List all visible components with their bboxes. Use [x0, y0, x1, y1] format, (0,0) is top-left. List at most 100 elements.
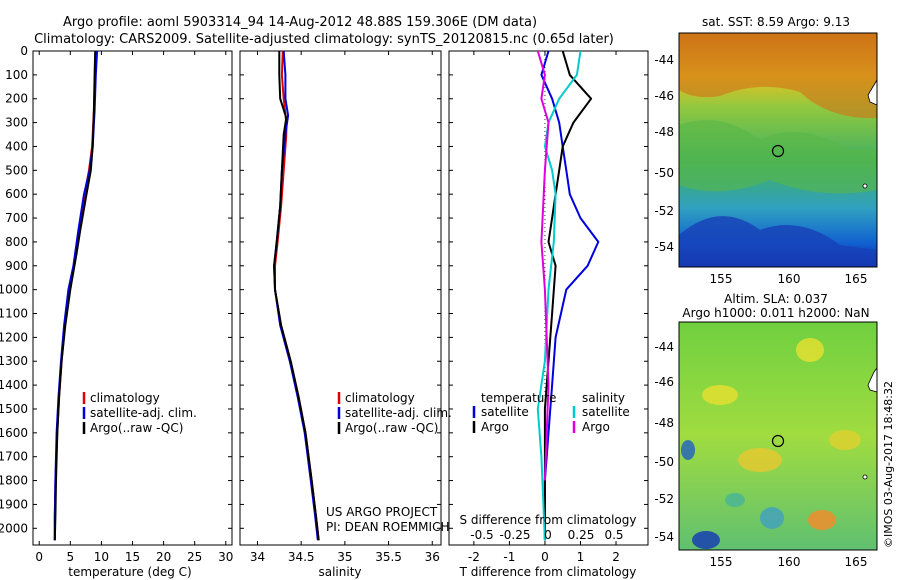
island-icon [862, 183, 868, 189]
depth-tick-label: 100 [5, 68, 28, 82]
x-tick-label: -1 [503, 550, 515, 564]
sst-map-xticks: 155 160 165 [710, 272, 868, 286]
legend-label: satellite [582, 405, 630, 419]
x-tick-label: 5 [66, 550, 74, 564]
panel-series [53, 51, 99, 541]
map-tick-label: -48 [654, 125, 674, 139]
legend-title-salinity: salinity [582, 391, 625, 405]
legend-label: climatology [90, 391, 160, 405]
map-tick-label: -48 [654, 416, 674, 430]
panel-series [273, 51, 320, 541]
sla-map-title-line2: Argo h1000: 0.011 h2000: NaN [682, 306, 869, 320]
depth-tick-label: 400 [5, 139, 28, 153]
sla-low-blob [760, 507, 784, 529]
argo-position-marker [771, 434, 785, 448]
temperature-xlabel: temperature (deg C) [68, 565, 191, 579]
map-tick-label: -46 [654, 89, 674, 103]
x-tick-label: 0 [35, 550, 43, 564]
series-line [536, 51, 550, 481]
salinity-xlabel: salinity [318, 565, 361, 579]
salinity-panel-frame [239, 50, 442, 546]
map-tick-label: -52 [654, 492, 674, 506]
depth-tick-label: 1500 [0, 402, 28, 416]
map-tick-label: 160 [778, 555, 801, 569]
x-tick-label: 10 [94, 550, 109, 564]
sla-map-title-line1: Altim. SLA: 0.037 [724, 292, 828, 306]
x-tick-label: 0 [541, 550, 549, 564]
sla-map-yticks: -44 -46 -48 -50 -52 -54 [654, 340, 674, 544]
salinity-legend: climatology satellite-adj. clim. Argo(..… [337, 391, 452, 435]
sst-map-frame [678, 32, 878, 268]
sla-low-blob [725, 493, 745, 507]
project-label: US ARGO PROJECT [326, 505, 438, 519]
map-tick-label: 160 [778, 272, 801, 286]
x-tick-label: 20 [156, 550, 171, 564]
series-line [540, 51, 600, 541]
profile-lines [53, 51, 600, 545]
x-tick-label: 25 [187, 550, 202, 564]
map-tick-label: 165 [845, 555, 868, 569]
series-line [53, 51, 99, 541]
depth-tick-label: 600 [5, 187, 28, 201]
x-tick-label: -2 [468, 550, 480, 564]
s-tick-label: 0 [544, 528, 552, 542]
depth-tick-label: 2000 [0, 521, 28, 535]
legend-label: Argo [481, 420, 509, 434]
s-tick-label: -0.25 [499, 528, 530, 542]
depth-tick-label: 0 [20, 44, 28, 58]
pi-label: PI: DEAN ROEMMICH [326, 520, 449, 534]
x-tick-label: 15 [125, 550, 140, 564]
map-tick-label: -54 [654, 240, 674, 254]
sla-high-blob [702, 385, 738, 405]
s-tick-label: 0.25 [568, 528, 595, 542]
map-tick-label: 155 [710, 555, 733, 569]
depth-tick-label: 500 [5, 163, 28, 177]
x-tick-label: 1 [577, 550, 585, 564]
sst-map-yticks: -44 -46 -48 -50 -52 -54 [654, 53, 674, 254]
x-tick-label: 34 [250, 550, 265, 564]
map-tick-label: -44 [654, 53, 674, 67]
imos-credit: ©IMOS 03-Aug-2017 18:48:32 [882, 381, 895, 548]
sla-map-frame [678, 321, 878, 551]
argo-position-marker [771, 144, 785, 158]
panel-series [536, 51, 600, 545]
difference-xlabel: T difference from climatology [459, 565, 637, 579]
legend-label: Argo(..raw -QC) [345, 421, 438, 435]
map-tick-label: -44 [654, 340, 674, 354]
depth-tick-label: 700 [5, 211, 28, 225]
legend-label: satellite-adj. clim. [345, 406, 452, 420]
x-tick-label: 36 [425, 550, 440, 564]
series-line [273, 51, 319, 541]
map-tick-label: -50 [654, 455, 674, 469]
s-tick-label: -0.5 [470, 528, 493, 542]
x-tick-label: 35 [337, 550, 352, 564]
sla-low-blob [681, 440, 695, 460]
sst-map-title: sat. SST: 8.59 Argo: 9.13 [702, 15, 850, 29]
sla-high-blob [808, 510, 836, 530]
depth-tick-label: 200 [5, 92, 28, 106]
depth-tick-label: 1300 [0, 354, 28, 368]
sla-map [678, 321, 878, 551]
depth-tick-label: 900 [5, 259, 28, 273]
figure-title-line1: Argo profile: aoml 5903314_94 14-Aug-201… [63, 15, 537, 30]
series-line [274, 51, 320, 541]
series-line [53, 51, 97, 541]
legend-label: satellite [481, 405, 529, 419]
depth-tick-label: 1700 [0, 450, 28, 464]
figure-title-line2: Climatology: CARS2009. Satellite-adjuste… [34, 32, 614, 47]
depth-tick-label: 1100 [0, 307, 28, 321]
legend-label: satellite-adj. clim. [90, 406, 197, 420]
depth-tick-label: 1900 [0, 497, 28, 511]
depth-tick-label: 1000 [0, 283, 28, 297]
x-tick-label: 34.5 [288, 550, 315, 564]
legend-label: Argo(..raw -QC) [90, 421, 183, 435]
depth-tick-label: 300 [5, 116, 28, 130]
sla-map-xticks: 155 160 165 [710, 555, 868, 569]
s-difference-ticks: -0.5 -0.25 0 0.25 0.5 [470, 528, 623, 542]
depth-tick-label: 1200 [0, 330, 28, 344]
legend-label: Argo [582, 420, 610, 434]
sst-map [678, 32, 878, 268]
temperature-legend: climatology satellite-adj. clim. Argo(..… [82, 391, 197, 435]
sla-high-blob [738, 448, 782, 472]
